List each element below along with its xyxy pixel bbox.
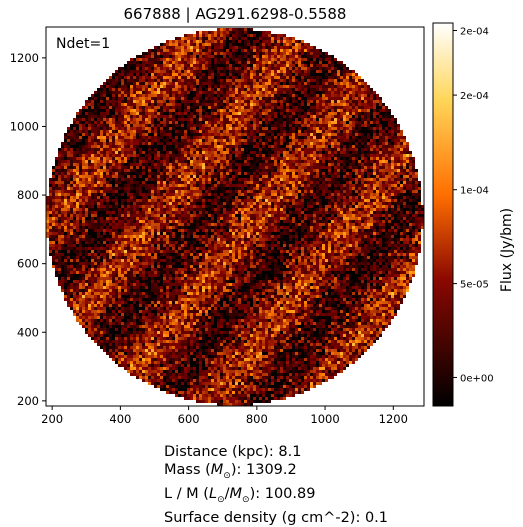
lum-mass-line: L / M (L⊙/M⊙): 100.89 bbox=[164, 485, 388, 509]
colorbar-tick-label: 5e-05 bbox=[460, 280, 489, 291]
y-tick-label: 400 bbox=[17, 325, 39, 339]
colorbar-label: Flux (Jy/bm) bbox=[499, 208, 515, 292]
y-tick-label: 200 bbox=[17, 394, 39, 408]
colorbar bbox=[433, 23, 453, 406]
x-tick-label: 800 bbox=[246, 412, 268, 426]
colorbar-label-wrap: Flux (Jy/bm) bbox=[492, 200, 522, 300]
x-axis: 200 400 600 800 1000 1200 bbox=[41, 406, 408, 426]
y-tick-label: 1000 bbox=[10, 119, 39, 133]
colorbar-ticks: 2e-04 2e-04 1e-04 5e-05 0e+00 bbox=[453, 27, 494, 385]
colorbar-tick-label: 1e-04 bbox=[460, 186, 489, 197]
source-info: Distance (kpc): 8.1 Mass (M⊙): 1309.2 L … bbox=[164, 443, 388, 527]
colorbar-tick-label: 0e+00 bbox=[460, 373, 494, 384]
mass-line: Mass (M⊙): 1309.2 bbox=[164, 461, 388, 485]
ndet-annotation: Ndet=1 bbox=[56, 36, 110, 52]
colorbar-tick-label: 2e-04 bbox=[460, 91, 489, 102]
x-tick-label: 600 bbox=[178, 412, 200, 426]
x-tick-label: 400 bbox=[109, 412, 131, 426]
y-axis: 200 400 600 800 1000 1200 bbox=[10, 51, 46, 408]
x-tick-label: 1200 bbox=[379, 412, 408, 426]
y-tick-label: 800 bbox=[17, 188, 39, 202]
y-tick-label: 600 bbox=[17, 257, 39, 271]
x-tick-label: 200 bbox=[41, 412, 63, 426]
y-tick-label: 1200 bbox=[10, 51, 39, 65]
surface-density-line: Surface density (g cm^-2): 0.1 bbox=[164, 509, 388, 527]
colorbar-tick-label: 2e-04 bbox=[460, 27, 489, 38]
distance-line: Distance (kpc): 8.1 bbox=[164, 443, 388, 461]
flux-map bbox=[46, 28, 424, 406]
x-tick-label: 1000 bbox=[310, 412, 339, 426]
